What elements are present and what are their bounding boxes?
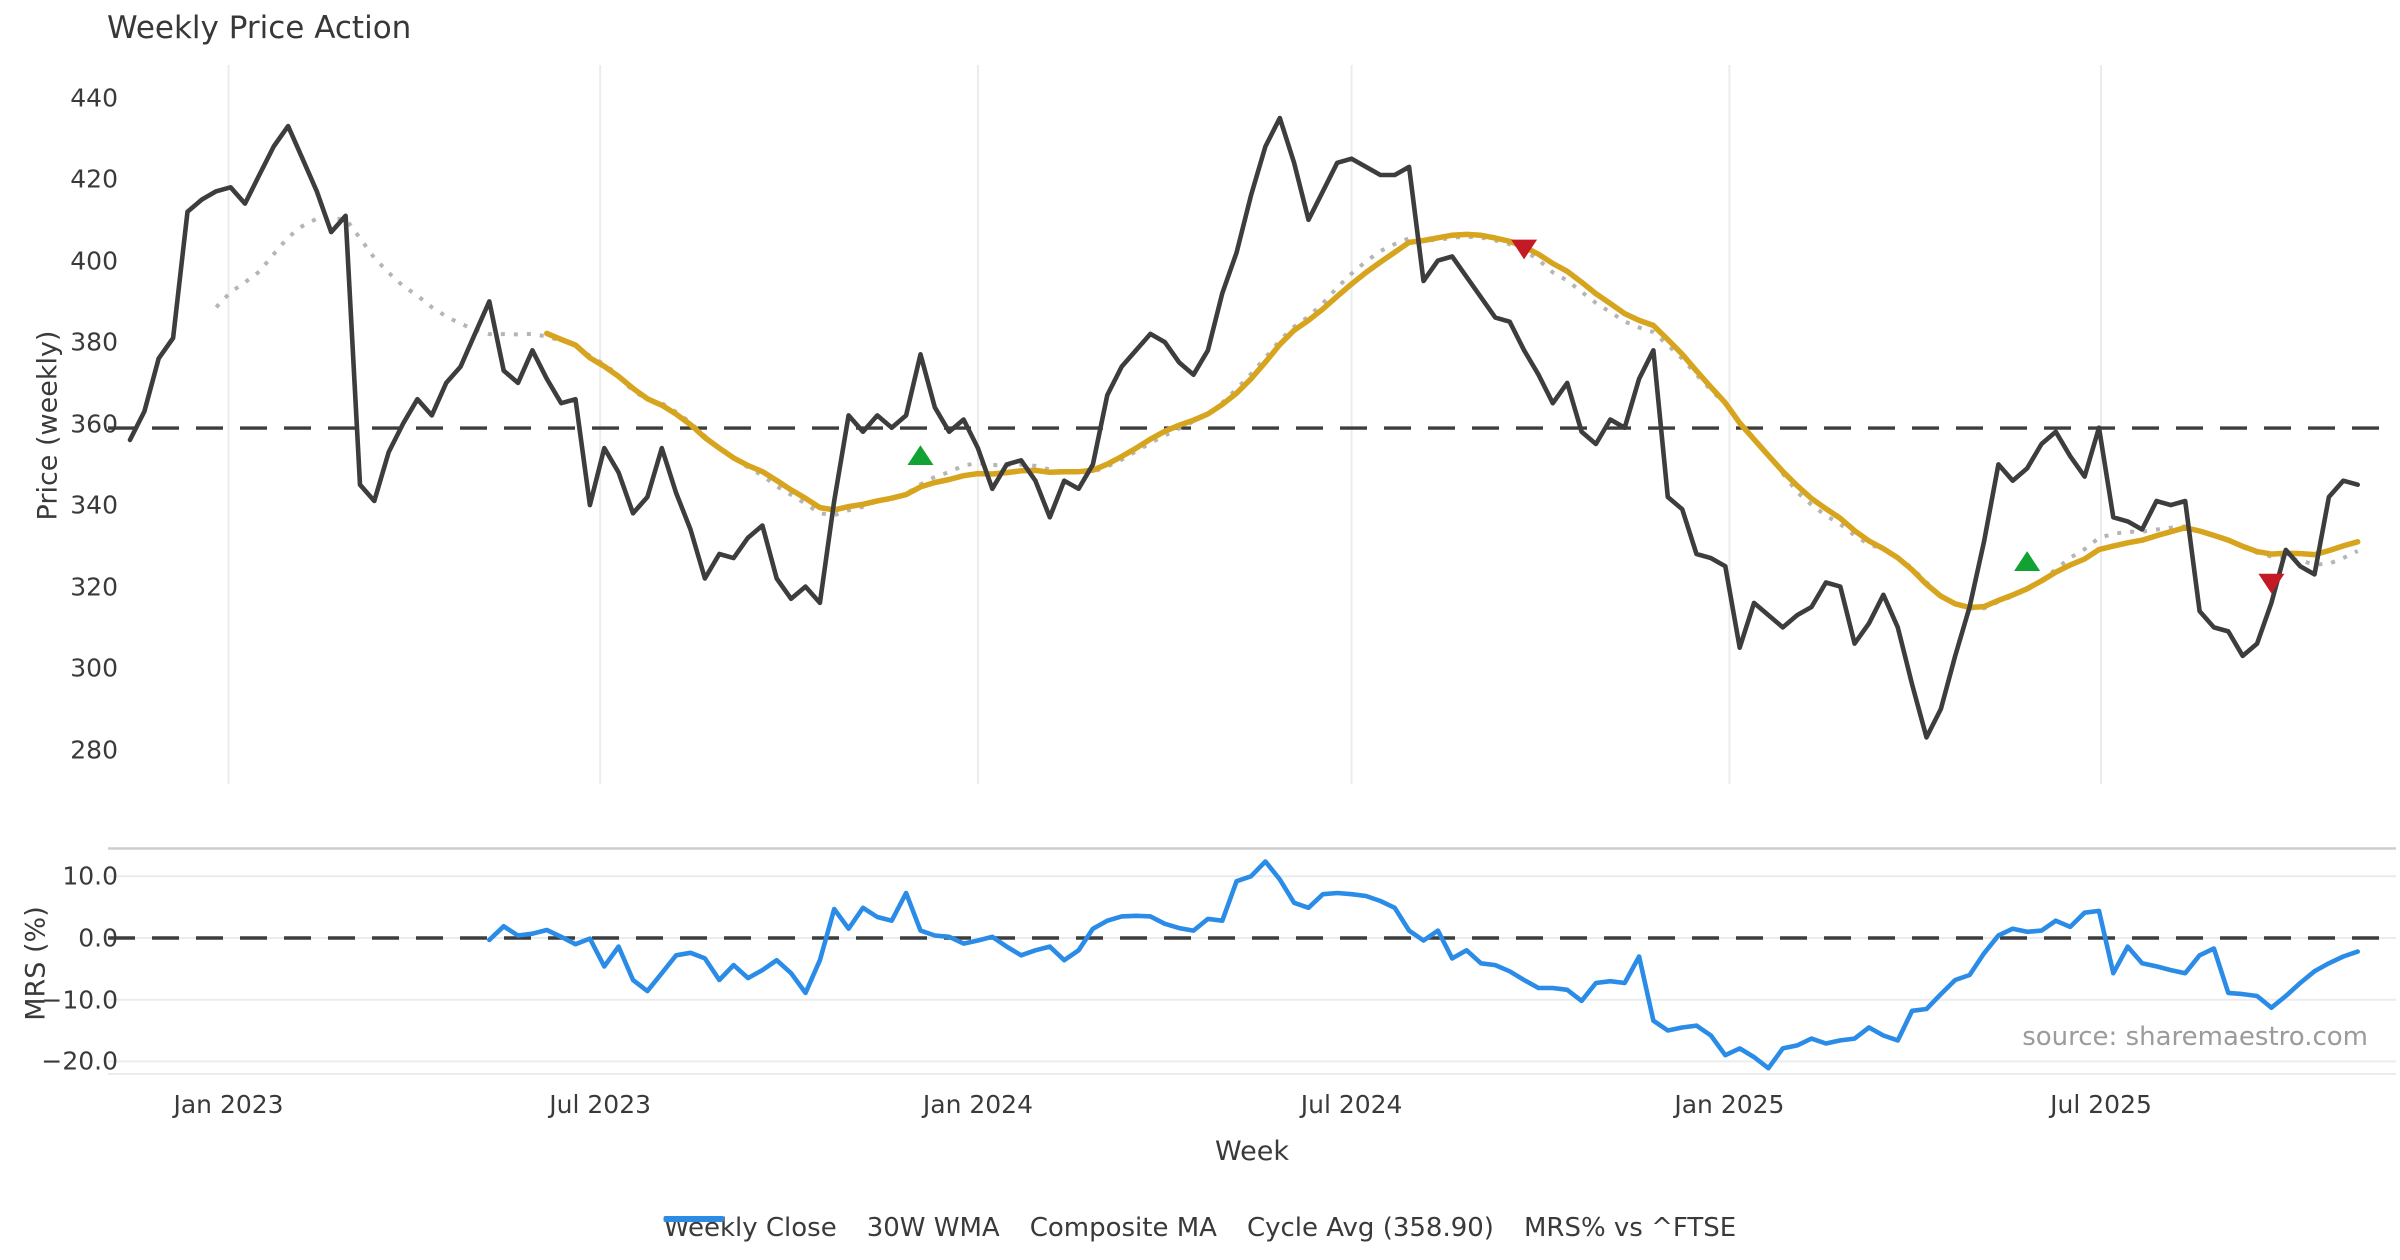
mrs-ytick-label: 0.0: [78, 923, 118, 953]
price-ytick-label: 340: [70, 490, 118, 520]
buy-signal-marker: [2014, 551, 2041, 571]
legend-label: Cycle Avg (358.90): [1246, 1213, 1494, 1243]
legend-label: MRS% vs ^FTSE: [1523, 1213, 1737, 1243]
price-ytick-label: 280: [70, 735, 118, 765]
x-axis-label: Week: [1215, 1136, 1289, 1167]
mrs-ytick-label: −10.0: [41, 985, 118, 1015]
mrs-ytick-label: −20.0: [41, 1046, 118, 1076]
wma-30w-line: [544, 231, 2361, 611]
legend-item: Cycle Avg (358.90): [663, 1213, 1494, 1243]
buy-signal-marker: [907, 445, 934, 465]
legend-item: MRS% vs ^FTSE: [663, 1213, 1737, 1243]
mrs-axis-label: MRS (%): [20, 906, 52, 1021]
x-tick-label: Jan 2025: [1674, 1090, 1785, 1119]
legend-label: Composite MA: [1029, 1213, 1217, 1243]
price-ytick-label: 300: [70, 653, 118, 683]
x-tick-label: Jul 2023: [549, 1090, 652, 1119]
price-ytick-label: 380: [70, 327, 118, 357]
legend-label: 30W WMA: [866, 1213, 1000, 1243]
chart-title: Weekly Price Action: [107, 10, 412, 46]
x-tick-label: Jan 2023: [173, 1090, 284, 1119]
mrs-ytick-label: 10.0: [62, 861, 118, 891]
price-ytick-label: 400: [70, 246, 118, 276]
composite-ma-line: [214, 216, 2359, 611]
price-ytick-label: 440: [70, 83, 118, 113]
x-tick-label: Jan 2024: [922, 1090, 1033, 1119]
legend: Weekly Close 30W WMA Composite MA Cycle …: [663, 1213, 1737, 1243]
mrs-line: [486, 859, 2360, 1071]
price-ytick-label: 420: [70, 164, 118, 194]
x-tick-label: Jul 2024: [1300, 1090, 1403, 1119]
legend-swatch-solid: [663, 1216, 724, 1222]
weekly-close-line: [127, 115, 2360, 740]
price-ytick-label: 360: [70, 409, 118, 439]
price-ytick-label: 320: [70, 572, 118, 602]
source-note: source: sharemaestro.com: [2022, 1022, 2368, 1052]
sell-signal-marker: [1511, 239, 1538, 260]
legend-item: Composite MA: [665, 1213, 1217, 1243]
sell-signal-marker: [2258, 573, 2285, 594]
legend-item: 30W WMA: [663, 1213, 1000, 1243]
x-tick-label: Jul 2025: [2050, 1090, 2152, 1119]
